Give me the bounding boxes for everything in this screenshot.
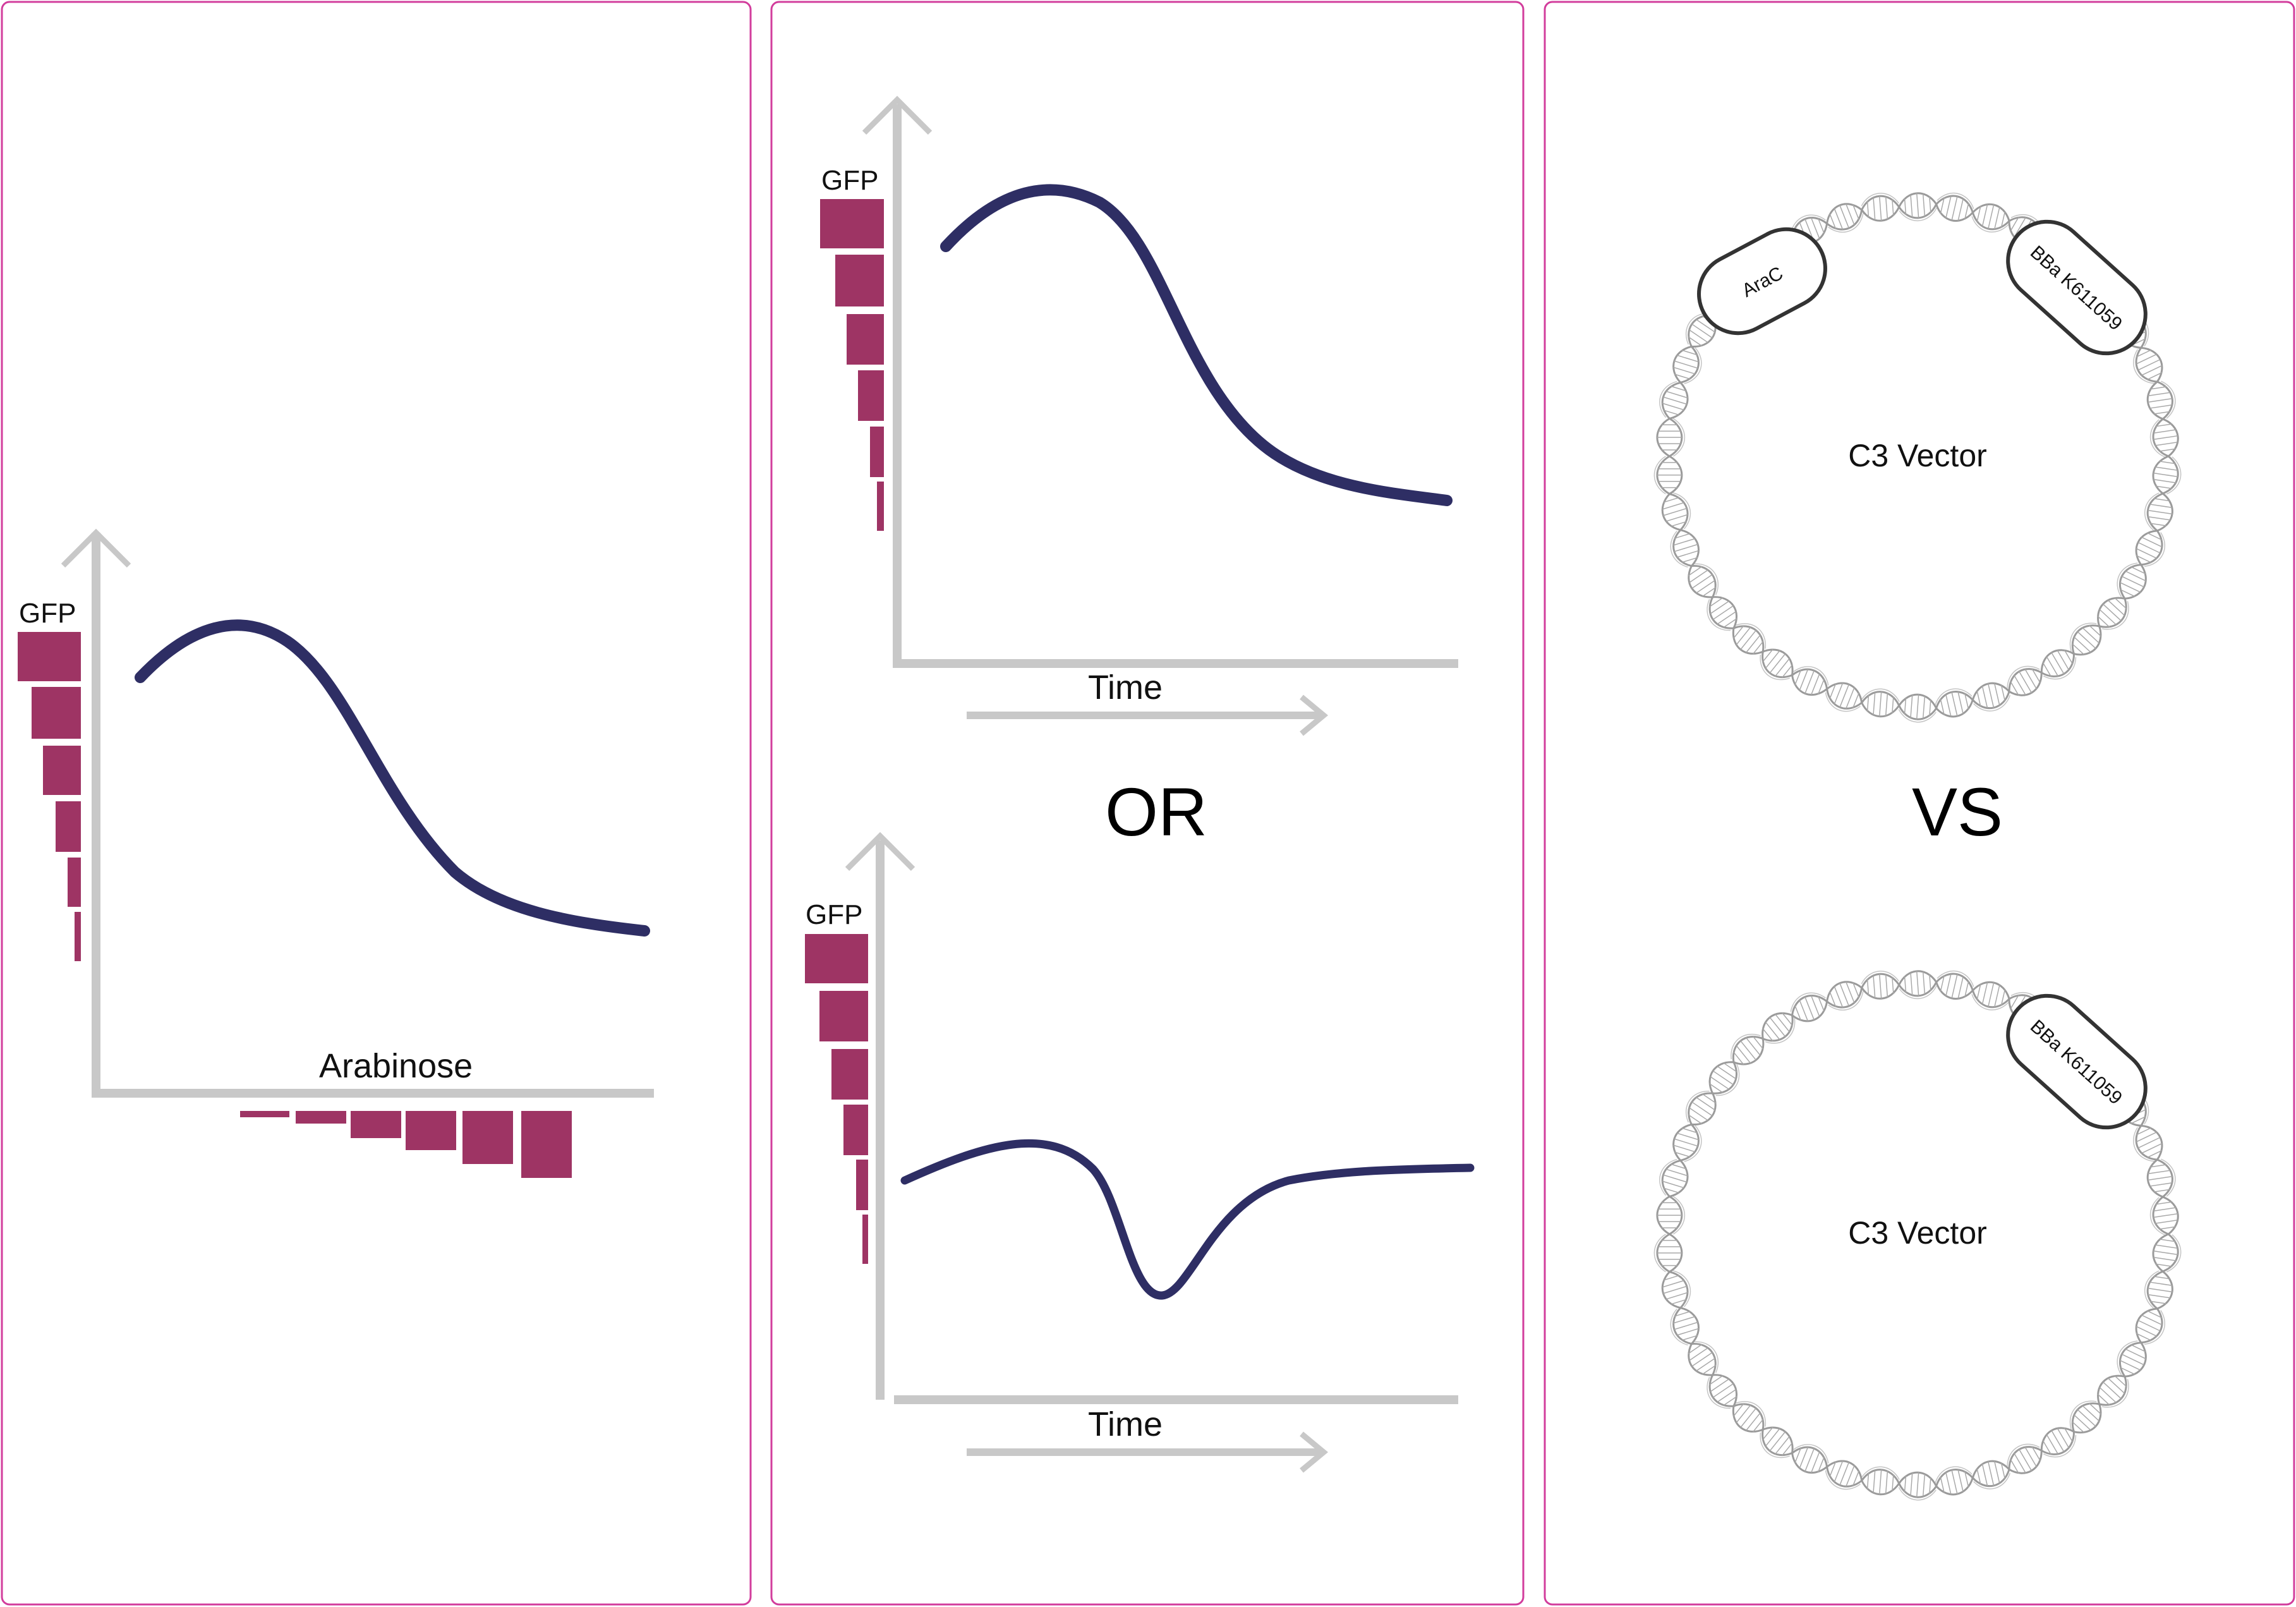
- bba-k611059-part: BBa K611059: [2006, 219, 2148, 356]
- panel-time: GFP Time OR GFP: [805, 95, 1475, 1473]
- bottom-y-axis-label: GFP: [806, 899, 862, 930]
- panel-vectors: AraC BBa K611059 C3 Vector VS BBa K61105…: [1653, 188, 2185, 1503]
- bottom-gfp-increasing-bars-icon: [805, 934, 868, 1264]
- bba-k611059-part: BBa K611059: [2006, 993, 2148, 1130]
- or-separator: OR: [1105, 773, 1207, 850]
- gfp-response-curve: [135, 619, 650, 937]
- panel-arabinose-frame: [1, 1, 752, 1606]
- top-gfp-increasing-bars-icon: [820, 199, 884, 531]
- top-y-axis-arrow: [862, 95, 933, 667]
- vs-separator: VS: [1912, 773, 2003, 850]
- top-x-axis-label: Time: [1088, 669, 1163, 706]
- gfp-increasing-bars-icon: [18, 632, 81, 961]
- top-vector-name: C3 Vector: [1848, 438, 1987, 473]
- panel-vectors-frame: [1544, 1, 2295, 1606]
- top-plasmid: AraC BBa K611059 C3 Vector: [1653, 188, 2185, 725]
- bottom-plasmid: BBa K611059 C3 Vector: [1653, 966, 2185, 1503]
- y-axis-label: GFP: [19, 598, 76, 629]
- arabinose-increasing-bars-icon: [240, 1111, 572, 1178]
- panel-time-frame: [770, 1, 1525, 1606]
- bottom-y-axis-arrow: [845, 832, 915, 1400]
- panel-arabinose: GFP Arabinose: [18, 528, 654, 1178]
- bottom-gfp-curve: [900, 1139, 1475, 1300]
- arac-part: AraC: [1697, 227, 1827, 336]
- bottom-vector-name: C3 Vector: [1848, 1215, 1987, 1251]
- y-axis-arrow: [61, 528, 131, 1098]
- top-graph: GFP Time: [820, 95, 1458, 736]
- top-y-axis-label: GFP: [821, 165, 878, 196]
- top-gfp-curve: [940, 184, 1453, 506]
- bottom-graph: GFP Time: [805, 832, 1475, 1473]
- bottom-x-axis-label: Time: [1088, 1405, 1163, 1443]
- bottom-time-arrow: [967, 1431, 1329, 1473]
- top-time-arrow: [967, 694, 1329, 736]
- x-axis-label: Arabinose: [319, 1047, 473, 1085]
